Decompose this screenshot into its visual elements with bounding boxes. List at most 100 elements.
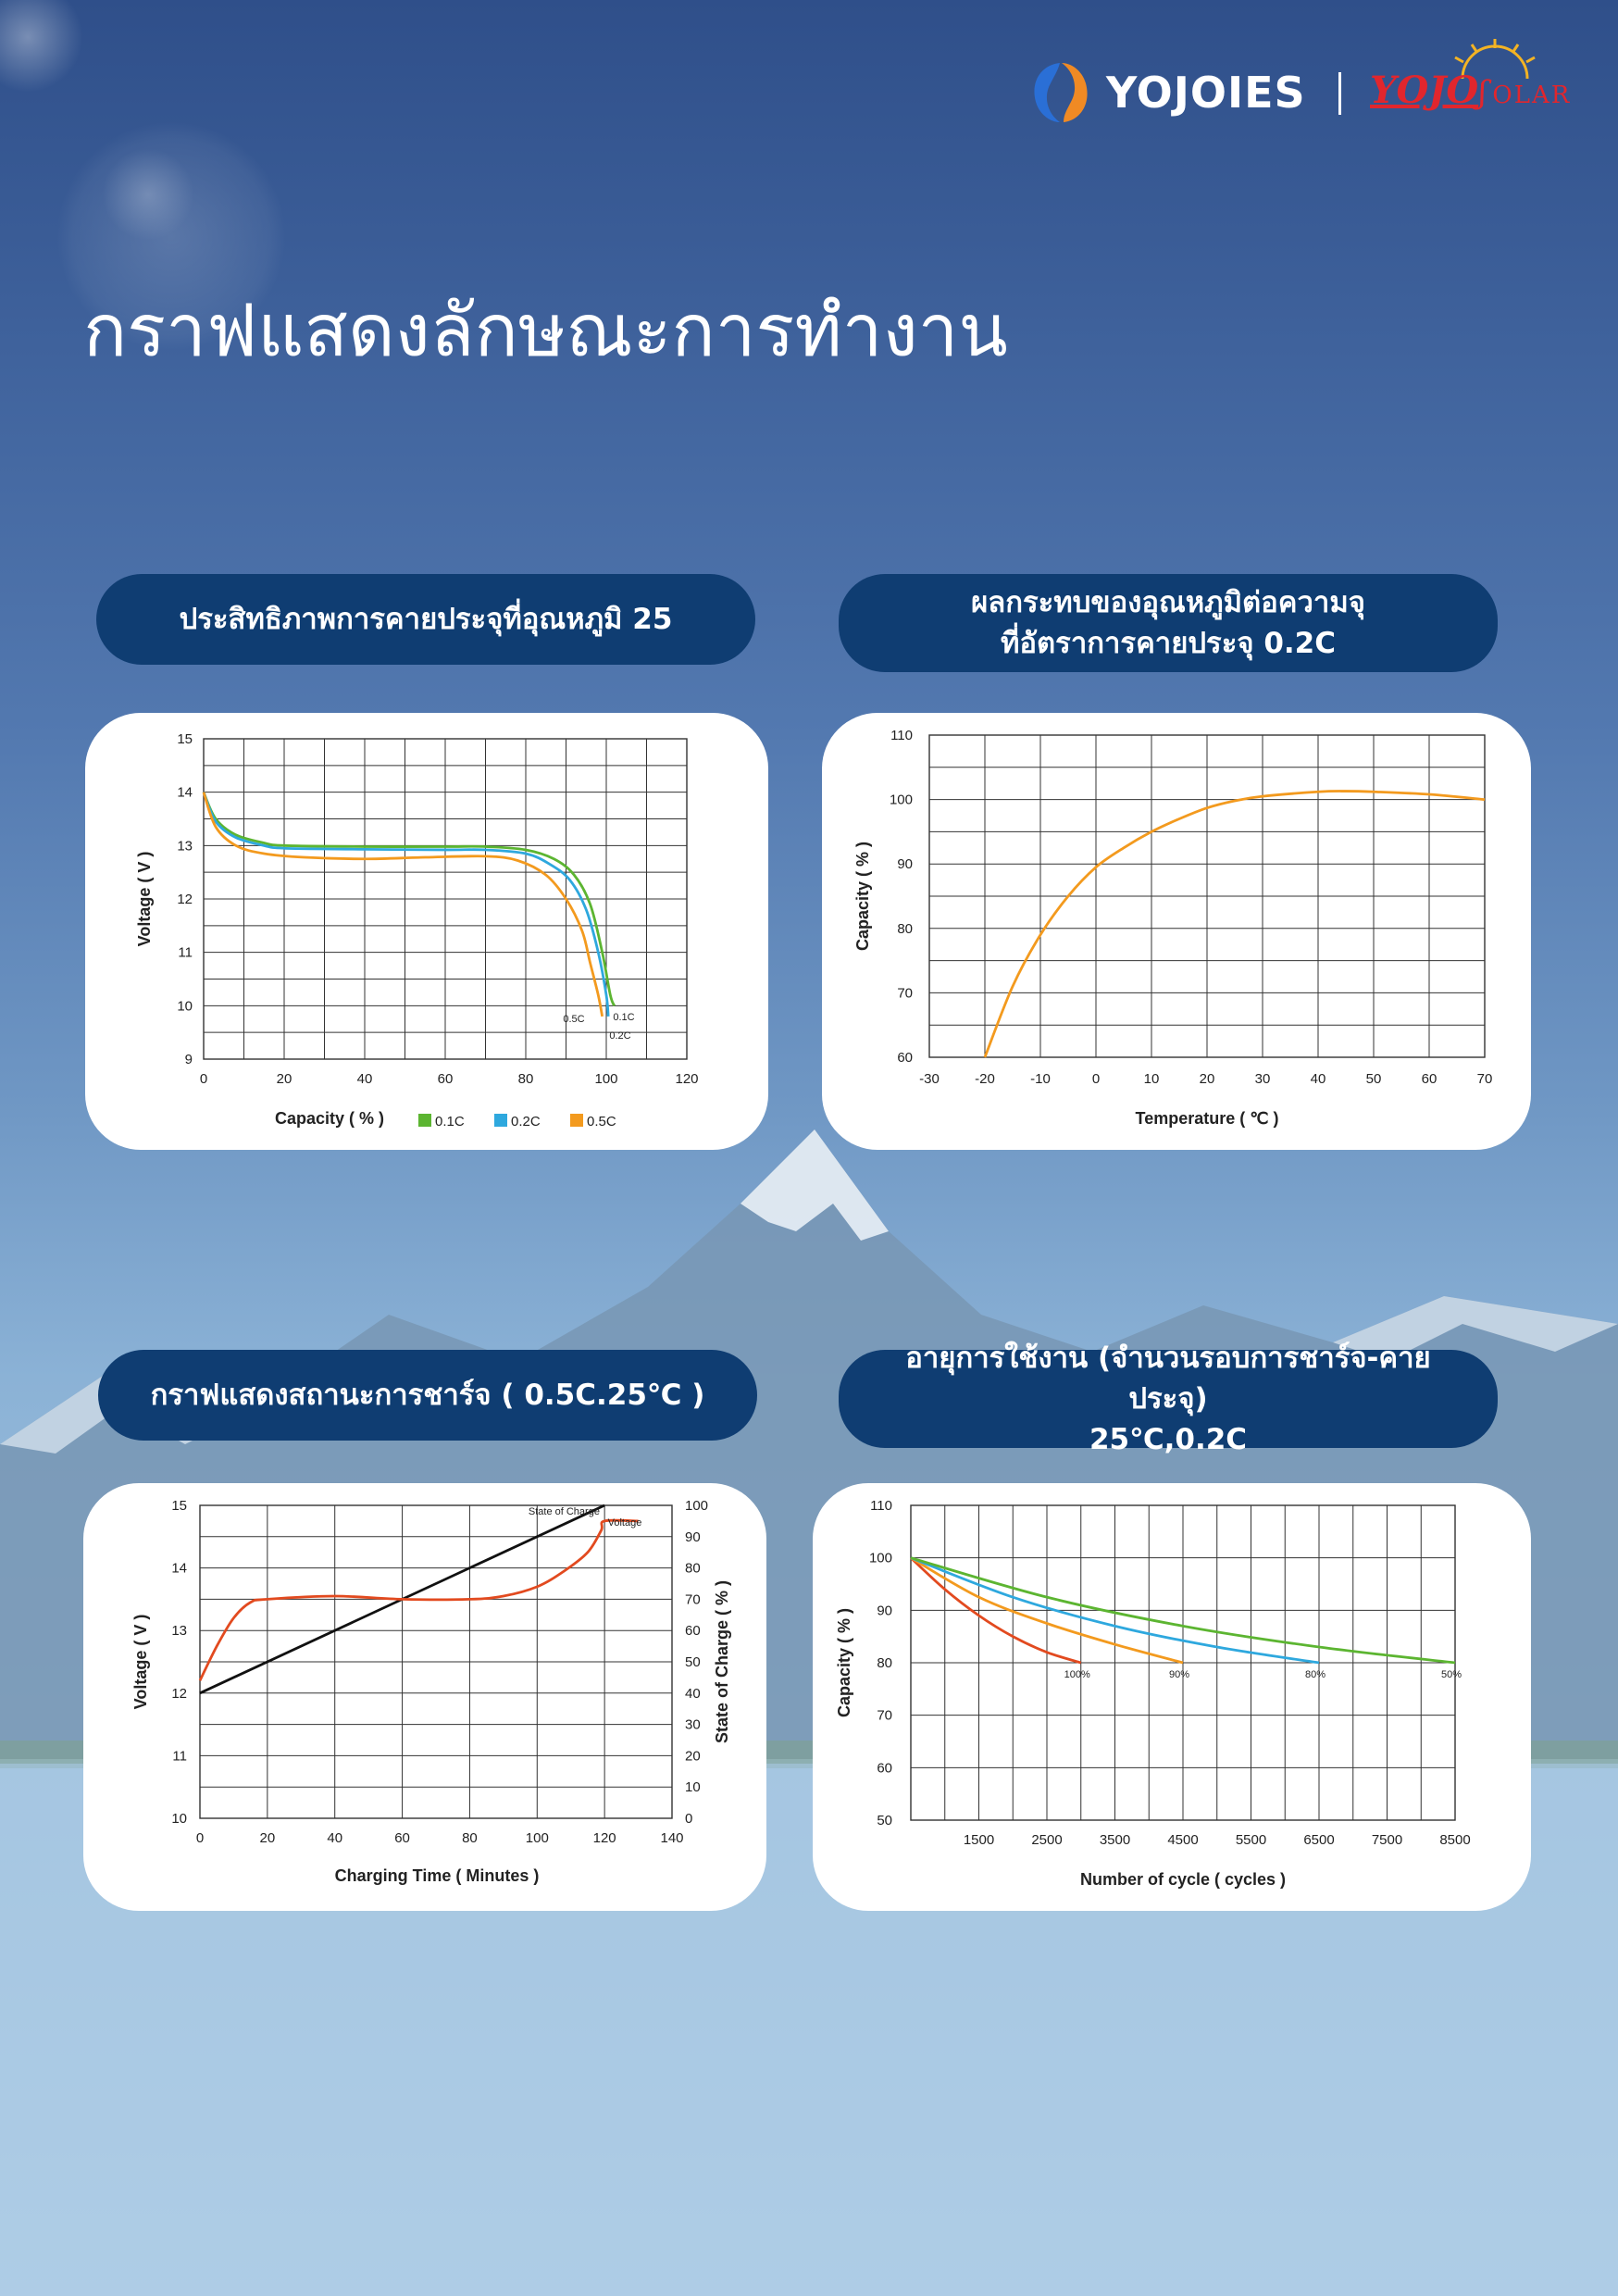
y2-tick-label: 0 — [685, 1811, 692, 1827]
x-tick-label: 10 — [1144, 1071, 1160, 1087]
y2-tick-label: 100 — [685, 1498, 708, 1514]
yojo-wordmark: YOJO — [1370, 69, 1479, 112]
y2-tick-label: 90 — [685, 1529, 701, 1545]
y-tick-label: 70 — [897, 985, 913, 1001]
y2-tick-label: 40 — [685, 1686, 701, 1702]
y-axis-label: Voltage ( V ) — [135, 852, 154, 947]
x-axis-label: Temperature ( ℃ ) — [1136, 1109, 1279, 1128]
x-tick-label: 60 — [1422, 1071, 1438, 1087]
series-label-100pct: 100% — [1064, 1669, 1090, 1680]
series-label-state-of-charge: State of Charge — [529, 1506, 600, 1517]
y-tick-label: 110 — [870, 1498, 892, 1514]
y-tick-label: 100 — [890, 792, 913, 808]
legend-swatch-0.2C — [494, 1114, 507, 1127]
cycle-line-90pct — [910, 1556, 1184, 1665]
x-tick-label: 80 — [462, 1830, 478, 1846]
brand-name: YOJOIES — [1106, 68, 1306, 118]
series-label-80pct: 80% — [1305, 1669, 1326, 1680]
y2-tick-label: 20 — [685, 1748, 701, 1764]
y-tick-label: 10 — [171, 1811, 187, 1827]
y2-tick-label: 50 — [685, 1654, 701, 1670]
x-tick-label: 20 — [1200, 1071, 1215, 1087]
lens-flare — [102, 148, 194, 241]
y-tick-label: 70 — [877, 1708, 892, 1724]
x-tick-label: 1500 — [964, 1832, 994, 1848]
y-tick-label: 110 — [890, 728, 913, 743]
x-tick-label: 100 — [594, 1071, 617, 1087]
discharge-line-0.5C — [202, 792, 604, 1017]
discharge-line-0.2C — [202, 792, 610, 1017]
x-axis-label: Number of cycle ( cycles ) — [1080, 1870, 1286, 1889]
temperature-chart-heading: ผลกระทบของอุณหภูมิต่อความจุ ที่อัตราการค… — [839, 574, 1498, 672]
x-tick-label: 5500 — [1236, 1832, 1266, 1848]
lens-flare — [56, 120, 287, 352]
x-tick-label: 120 — [593, 1830, 616, 1846]
discharge-chart: 9 10 11 12 13 14 15 0 20 40 60 80 100 120 Voltage ( V … — [135, 731, 699, 1129]
series-label-50pct: 50% — [1441, 1669, 1462, 1680]
charge-chart: 10 11 12 13 14 15 0 10 20 30 40 50 60 70 80 90 100 0 20 40 6… — [131, 1498, 731, 1885]
x-tick-label: 20 — [277, 1071, 292, 1087]
x-tick-label: 40 — [327, 1830, 342, 1846]
x-tick-label: 50 — [1366, 1071, 1382, 1087]
y-tick-label: 60 — [897, 1050, 913, 1066]
temperature-chart-card: 60 70 80 90 100 110 -30 -20 -10 0 10 20 30 40 50 60 70 Ca… — [822, 713, 1531, 1150]
charge-line-voltage — [198, 1518, 639, 1681]
x-tick-label: 120 — [675, 1071, 698, 1087]
cycle-line-50pct — [910, 1556, 1456, 1665]
x-tick-label: 140 — [660, 1830, 683, 1846]
series-label-90pct: 90% — [1169, 1669, 1189, 1680]
x-tick-label: 100 — [526, 1830, 549, 1846]
y-tick-label: 80 — [897, 921, 913, 937]
logo-divider — [1338, 72, 1341, 115]
cycle-life-chart: 50 60 70 80 90 100 110 1500 2500 3500 4500 5500 6500… — [835, 1498, 1471, 1889]
y2-tick-label: 60 — [685, 1623, 701, 1639]
sun-rays-icon — [1454, 39, 1536, 80]
yojo-solar-logo: YOJOʃ OLAR — [1370, 37, 1574, 120]
y-tick-label: 10 — [177, 998, 193, 1014]
x-tick-label: 2500 — [1031, 1832, 1062, 1848]
swirl-logo-icon — [1034, 63, 1088, 122]
y-tick-label: 90 — [897, 856, 913, 872]
annotation-0-1c: 0.1C — [613, 1012, 634, 1023]
solar-wordmark: OLAR — [1492, 81, 1572, 109]
x-tick-label: 7500 — [1372, 1832, 1402, 1848]
y-tick-label: 50 — [877, 1813, 892, 1828]
cycle-life-chart-heading: อายุการใช้งาน (จำนวนรอบการชาร์จ-คายประจุ… — [839, 1341, 1498, 1456]
temperature-chart: 60 70 80 90 100 110 -30 -20 -10 0 10 20 30 40 50 60 70 Ca… — [853, 728, 1492, 1128]
x-tick-label: 80 — [518, 1071, 534, 1087]
x-tick-label: 8500 — [1439, 1832, 1470, 1848]
y-tick-label: 13 — [177, 838, 193, 854]
y-tick-label: 12 — [171, 1686, 187, 1702]
x-tick-label: 0 — [1092, 1071, 1100, 1087]
y-tick-label: 9 — [185, 1052, 193, 1067]
y-tick-label: 90 — [877, 1603, 892, 1618]
discharge-chart-heading: ประสิทธิภาพการคายประจุที่อุณหภูมิ 25 — [96, 574, 755, 665]
discharge-line-0.1C — [202, 792, 616, 1006]
y-tick-label: 13 — [171, 1623, 187, 1639]
y-tick-label: 12 — [177, 892, 193, 907]
legend-swatch-0.1C — [418, 1114, 431, 1127]
y-axis-label: Capacity ( % ) — [853, 842, 872, 951]
x-tick-label: -10 — [1030, 1071, 1051, 1087]
y2-tick-label: 10 — [685, 1779, 701, 1795]
x-axis-label: Capacity ( % ) — [275, 1109, 384, 1128]
page-title: กราฟแสดงลักษณะการทำงาน — [83, 290, 1008, 373]
annotation-0-5c: 0.5C — [563, 1014, 584, 1025]
legend-swatch-0.5C — [570, 1114, 583, 1127]
y-tick-label: 14 — [171, 1561, 187, 1577]
y-tick-label: 15 — [177, 731, 193, 747]
x-tick-label: 60 — [394, 1830, 410, 1846]
cycle-line-80pct — [910, 1556, 1320, 1665]
x-tick-label: 20 — [260, 1830, 276, 1846]
y-tick-label: 11 — [178, 945, 193, 961]
y2-tick-label: 30 — [685, 1717, 701, 1733]
legend-label-0.2C: 0.2C — [511, 1114, 541, 1129]
x-tick-label: 40 — [1311, 1071, 1326, 1087]
y2-tick-label: 80 — [685, 1561, 701, 1577]
x-tick-label: 30 — [1255, 1071, 1271, 1087]
x-tick-label: -30 — [919, 1071, 940, 1087]
cycle-line-100pct — [910, 1556, 1082, 1665]
x-tick-label: -20 — [975, 1071, 995, 1087]
x-tick-label: 40 — [357, 1071, 373, 1087]
temperature-line — [983, 790, 1486, 1058]
